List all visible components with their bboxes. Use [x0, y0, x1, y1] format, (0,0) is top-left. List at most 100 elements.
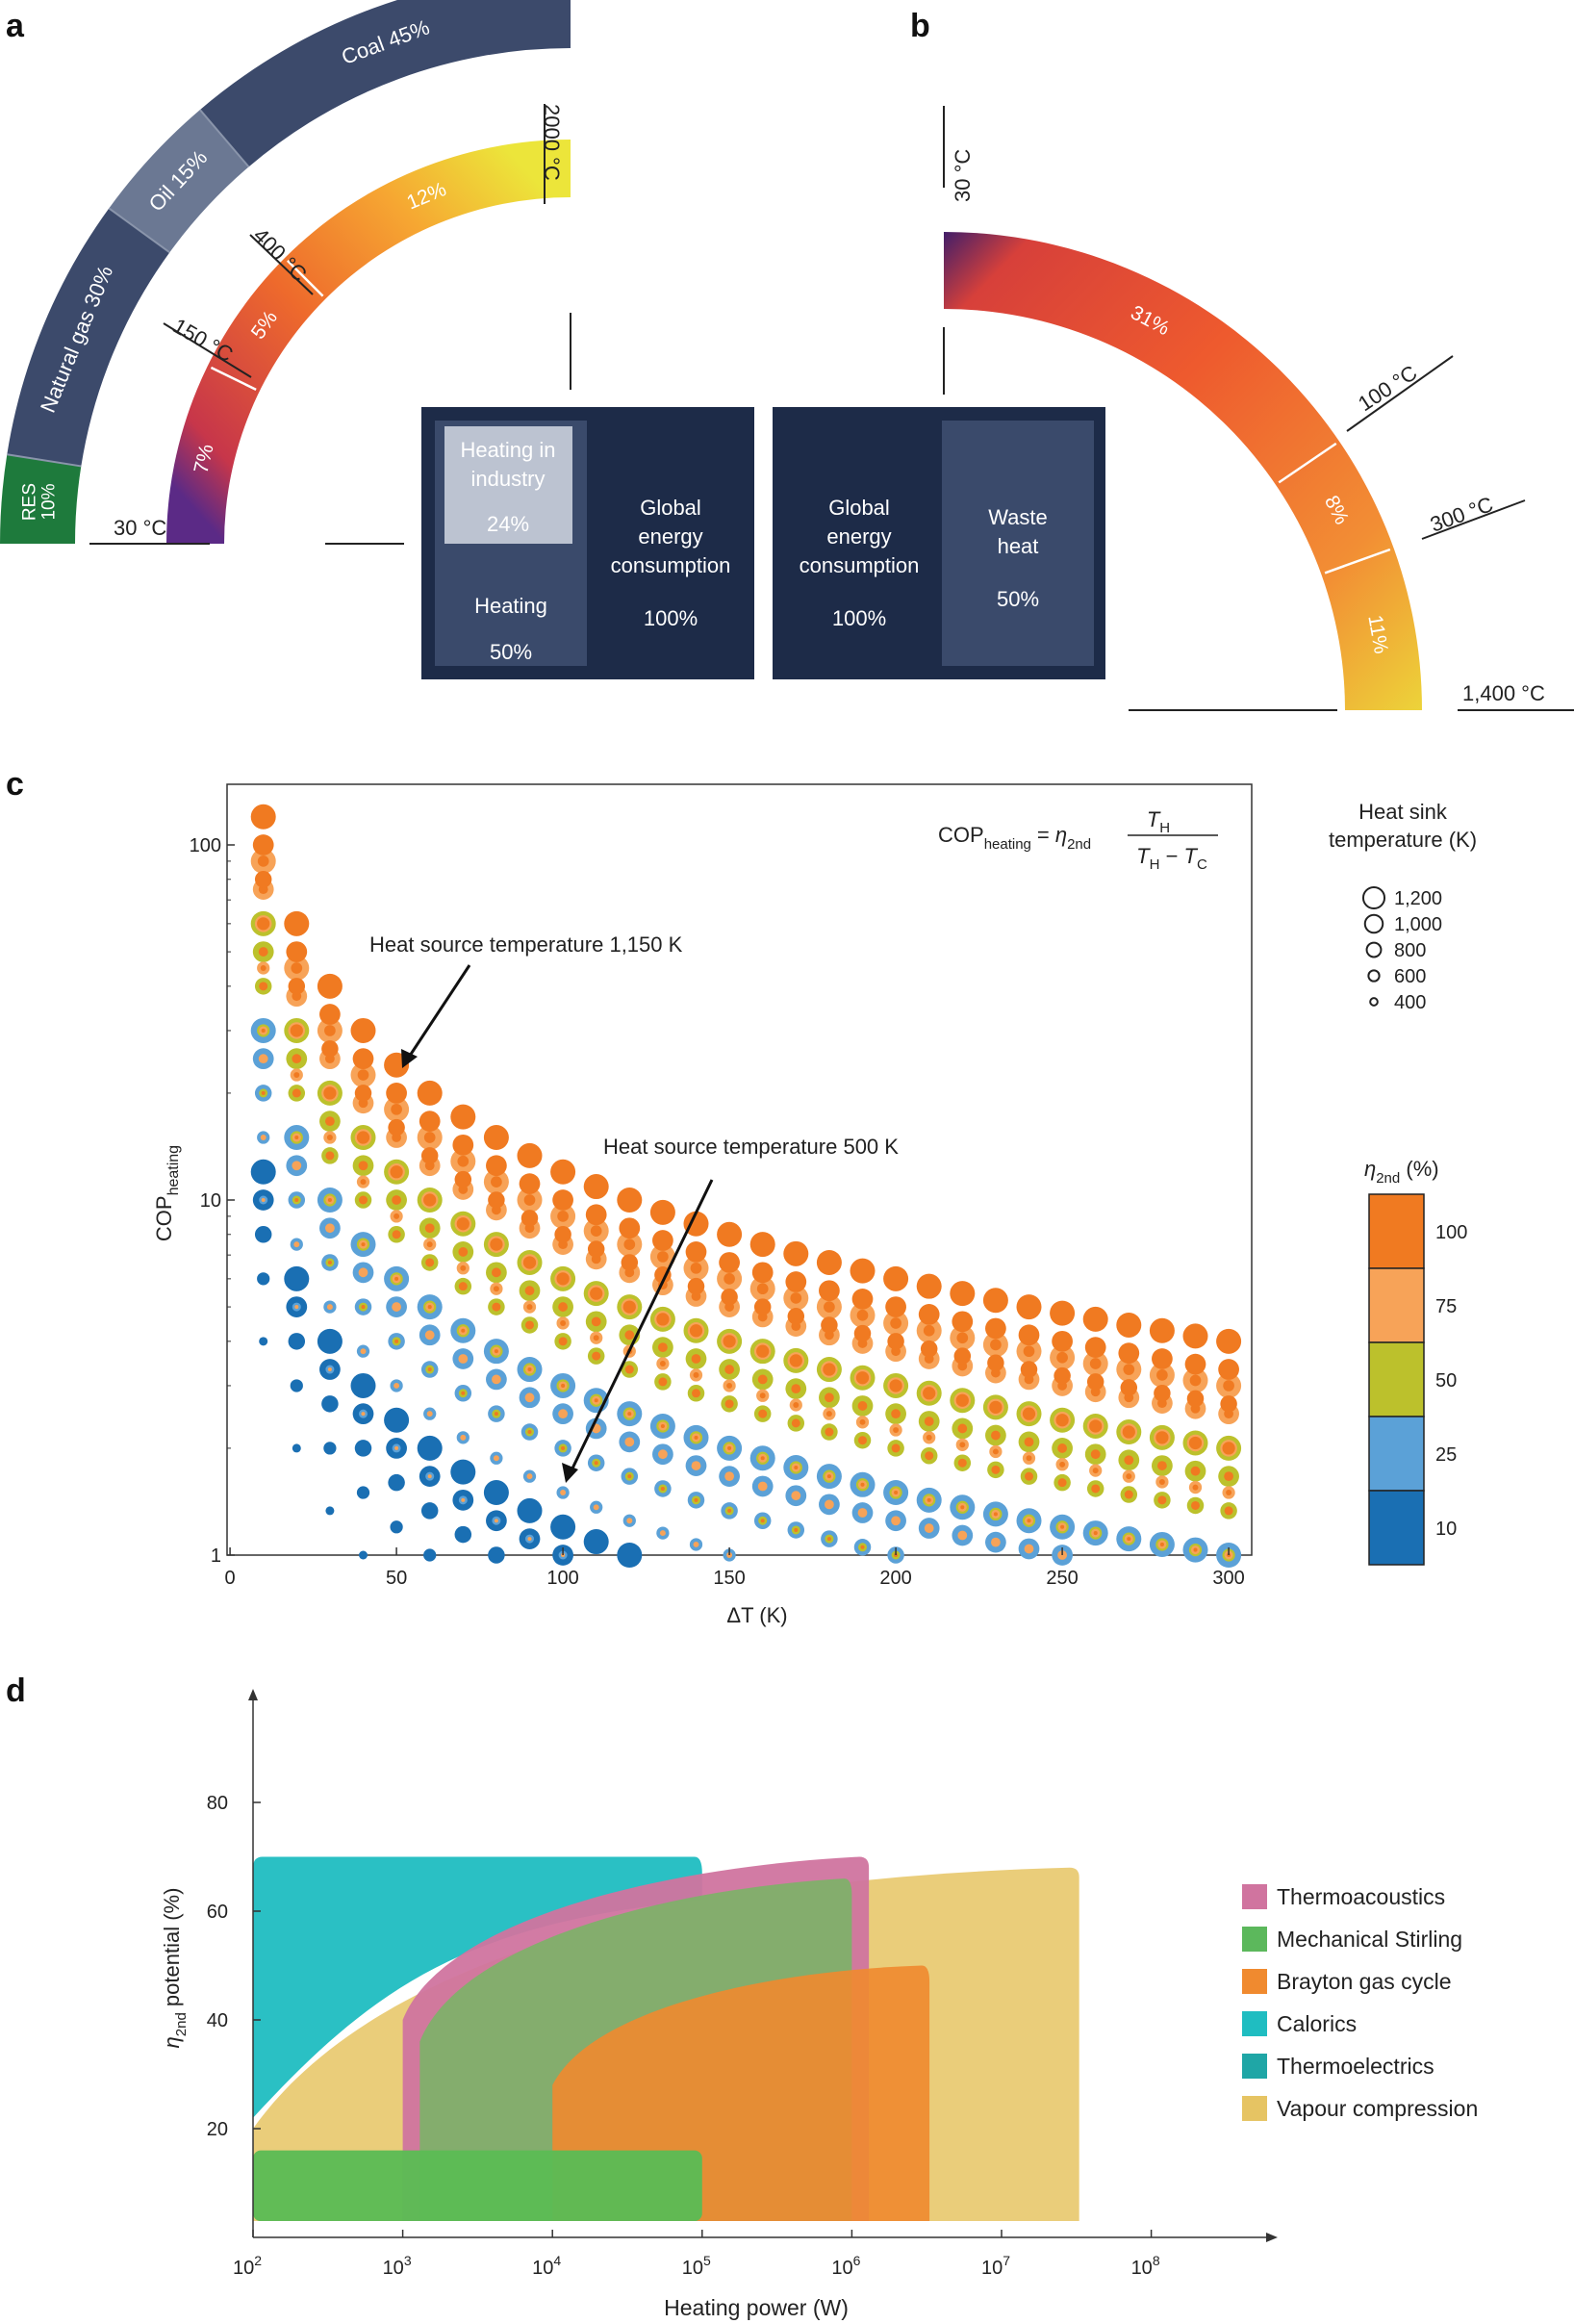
cop-dot-core — [1057, 1443, 1067, 1453]
cop-dot-core — [491, 1176, 502, 1188]
cop-dot — [420, 1502, 439, 1520]
cop-dot — [488, 1191, 505, 1209]
cop-dot-core — [624, 1437, 635, 1447]
cop-dot — [552, 1189, 573, 1211]
legend-swatch — [1242, 2054, 1267, 2079]
text-line: consumption — [611, 553, 731, 577]
cop-dot — [288, 978, 306, 995]
x-tick-label: 50 — [386, 1568, 407, 1589]
heating-gradient-arc — [166, 140, 571, 544]
cop-dot — [723, 1335, 736, 1348]
segment-divider — [1324, 548, 1391, 575]
cop-dot-core — [327, 1197, 332, 1203]
size-legend-title-2: temperature (K) — [1329, 828, 1477, 852]
cop-dot — [1025, 1471, 1033, 1481]
cop-dot — [685, 1241, 707, 1263]
cop-dot-core — [258, 947, 268, 957]
ylabel-d-sub: 2nd — [173, 2012, 190, 2036]
color-legend-label: 100 — [1435, 1222, 1467, 1243]
cop-dot — [619, 1217, 641, 1239]
cop-dot — [517, 1497, 543, 1523]
cop-dot — [717, 1221, 743, 1247]
annotation-1150k-arrowhead — [401, 1049, 418, 1068]
cop-dot-core — [561, 1383, 566, 1388]
size-legend-label: 1,200 — [1394, 888, 1442, 909]
cop-dot — [356, 1131, 370, 1144]
cop-dot-core — [891, 1409, 901, 1419]
energy-source-segment — [109, 110, 249, 253]
x-tick-label: 250 — [1046, 1568, 1078, 1589]
cop-dot — [425, 1258, 435, 1267]
cop-dot — [417, 1080, 443, 1106]
cop-dot — [519, 1173, 541, 1194]
cop-dot-core — [991, 1430, 1001, 1441]
color-legend-swatch — [1368, 1193, 1425, 1269]
cop-dot-core — [258, 1054, 268, 1064]
legend-label: Vapour compression — [1277, 2096, 1478, 2121]
cop-dot-core — [426, 1241, 433, 1248]
cop-dot-core — [523, 1194, 536, 1206]
cop-dot — [987, 1354, 1004, 1371]
cop-dot — [388, 1473, 405, 1492]
cop-dot-core — [424, 1223, 435, 1234]
cop-dot-core — [659, 1530, 666, 1537]
cop-dot-core — [1024, 1544, 1034, 1554]
cop-dot-core — [1059, 1461, 1066, 1468]
ylabel-c-main: COP — [152, 1195, 176, 1241]
svg-text:TH − TC: TH − TC — [1136, 844, 1207, 873]
cop-dot — [356, 1486, 370, 1499]
temp-label-b-30c: 30 °C — [951, 149, 975, 202]
formula-den: T — [1136, 844, 1151, 868]
cop-dot — [787, 1308, 805, 1325]
cop-dot-core — [1224, 1471, 1233, 1482]
cop-dot — [991, 1465, 1001, 1474]
cop-dot-core — [326, 1304, 333, 1311]
cop-dot-core — [856, 1309, 869, 1321]
cop-dot-core — [694, 1497, 698, 1502]
y-tick-label: 80 — [207, 1793, 228, 1814]
tick-exponent: 5 — [703, 2253, 711, 2268]
chart-c-ticks: 0 50 100 150 200 250 300 1 10 100 — [190, 835, 1245, 1589]
cop-dot-core — [560, 1319, 567, 1326]
cop-dot-core — [524, 1392, 535, 1403]
cop-dot-core — [860, 1482, 865, 1487]
cop-dot — [450, 1104, 476, 1130]
cop-dot-core — [1193, 1547, 1198, 1552]
size-legend-label: 800 — [1394, 940, 1426, 961]
cop-dot — [290, 1379, 303, 1392]
cop-dot-core — [361, 1305, 366, 1310]
cop-dot-core — [890, 1317, 901, 1329]
cop-dot-core — [694, 1435, 698, 1440]
cop-dot — [1122, 1425, 1135, 1439]
cop-dot-core — [927, 1497, 931, 1502]
area-thermoelectrics-band — [253, 2150, 702, 2222]
cop-dot — [488, 1546, 505, 1564]
cop-dot-core — [423, 1132, 436, 1143]
chart-d-yaxis-arrow — [248, 1689, 258, 1700]
cop-dot-core — [724, 1471, 734, 1482]
cop-dot — [1086, 1373, 1104, 1391]
cop-dot-core — [261, 1028, 266, 1033]
tick-exponent: 7 — [1003, 2253, 1010, 2268]
color-legend-swatch — [1368, 1490, 1425, 1566]
cop-dot — [583, 1174, 609, 1200]
cop-dot-core — [759, 1392, 766, 1399]
tick-exponent: 4 — [553, 2253, 561, 2268]
global-consumption-pct-a: 100% — [644, 606, 698, 630]
cop-dot-core — [859, 1418, 866, 1425]
cop-dot-core — [293, 1072, 300, 1079]
formula-eta-sub: 2nd — [1067, 836, 1091, 853]
cop-dot — [254, 1226, 272, 1243]
cop-dot-core — [1056, 1351, 1068, 1364]
cop-dot-core — [526, 1473, 533, 1480]
chart-d-xaxis-arrow — [1266, 2233, 1278, 2242]
text-line: Global — [640, 496, 701, 520]
cop-dot-core — [590, 1225, 602, 1238]
heating-industry-pct: 24% — [487, 512, 529, 536]
cop-dot — [486, 1155, 507, 1177]
tick-line-400c — [249, 234, 314, 295]
cop-dot-core — [527, 1537, 532, 1542]
cop-dot — [286, 941, 308, 962]
cop-dot — [259, 1337, 268, 1346]
cop-dot-core — [1123, 1364, 1135, 1375]
